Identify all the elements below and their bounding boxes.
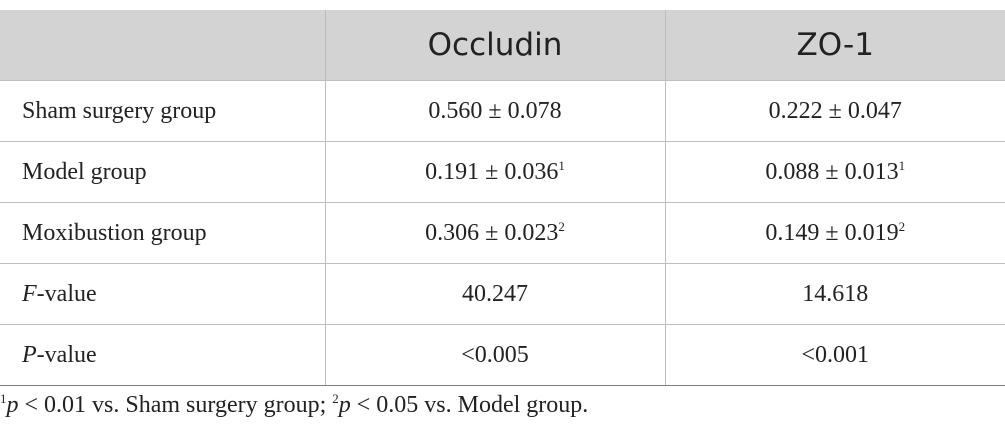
header-row: Occludin ZO-1	[0, 10, 1005, 81]
row-label: Model group	[0, 141, 326, 203]
header-zo1: ZO-1	[664, 10, 1005, 81]
table-row: Sham surgery group 0.560 ± 0.078 0.222 ±…	[0, 80, 1005, 142]
occludin-value: 40.247	[324, 263, 666, 325]
zo1-value: <0.001	[664, 324, 1005, 386]
occludin-value: 0.191 ± 0.0361	[324, 141, 666, 203]
zo1-value: 0.222 ± 0.047	[664, 80, 1005, 142]
occludin-value: 0.306 ± 0.0232	[324, 202, 666, 264]
header-empty-cell	[0, 10, 326, 81]
table-row: P-value <0.005 <0.001	[0, 324, 1005, 386]
row-label: P-value	[0, 324, 326, 386]
row-label: F-value	[0, 263, 326, 325]
occludin-value: <0.005	[324, 324, 666, 386]
zo1-value: 14.618	[664, 263, 1005, 325]
zo1-value: 0.088 ± 0.0131	[664, 141, 1005, 203]
table-footnote: 1p < 0.01 vs. Sham surgery group; 2p < 0…	[0, 391, 589, 418]
header-occludin: Occludin	[324, 10, 666, 81]
row-label: Sham surgery group	[0, 80, 326, 142]
table-row: F-value 40.247 14.618	[0, 263, 1005, 325]
table-row: Moxibustion group 0.306 ± 0.0232 0.149 ±…	[0, 202, 1005, 264]
zo1-value: 0.149 ± 0.0192	[664, 202, 1005, 264]
occludin-value: 0.560 ± 0.078	[324, 80, 666, 142]
row-label: Moxibustion group	[0, 202, 326, 264]
results-table: Occludin ZO-1 Sham surgery group 0.560 ±…	[0, 10, 1005, 386]
table-row: Model group 0.191 ± 0.0361 0.088 ± 0.013…	[0, 141, 1005, 203]
